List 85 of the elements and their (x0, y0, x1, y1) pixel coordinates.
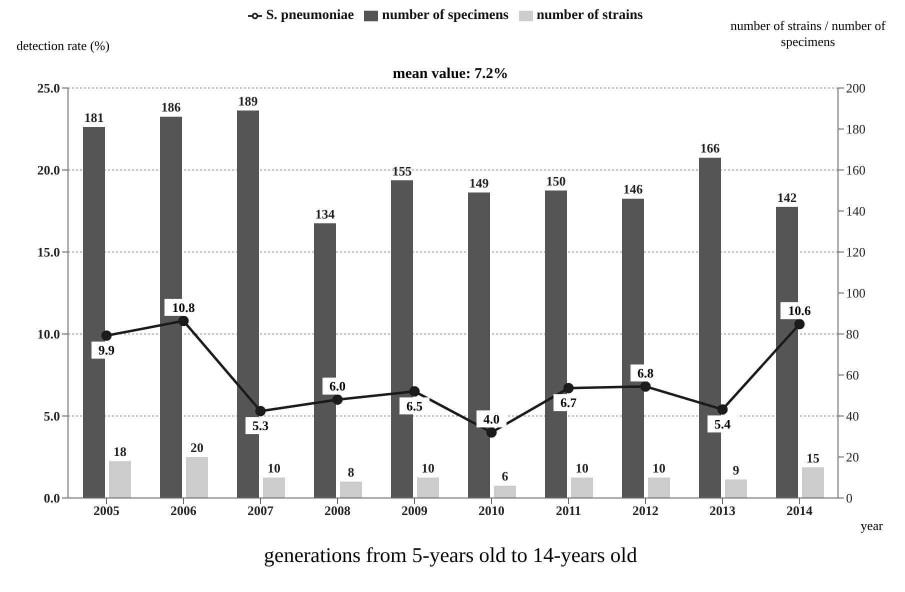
data-label: 6.8 (637, 365, 654, 380)
y2-tick-label: 160 (846, 162, 866, 178)
y2-tick-label: 60 (846, 368, 859, 383)
data-label: 6.5 (406, 398, 424, 414)
legend-label: number of specimens (382, 8, 509, 23)
y-tick-label: 25.0 (37, 80, 60, 96)
point (563, 382, 574, 394)
point (717, 404, 728, 415)
y2-tick-label: 0 (846, 490, 852, 506)
data-label: 10.6 (788, 303, 812, 318)
data-label: 134 (315, 206, 336, 222)
y2-tick-label: 120 (846, 244, 866, 260)
data-label: 146 (623, 182, 644, 197)
data-label: 10 (268, 460, 280, 476)
data-label: 4.0 (483, 411, 500, 426)
legend-label: S. pneumoniae (266, 8, 354, 23)
x-tick-label: 2014 (786, 503, 813, 518)
point (794, 318, 805, 330)
bar (571, 478, 593, 498)
data-label: 6 (502, 468, 509, 484)
data-label: 150 (546, 174, 566, 188)
y2-tick-label: 180 (846, 122, 866, 137)
point (640, 381, 651, 392)
data-label: 181 (84, 110, 104, 125)
data-label: 186 (161, 100, 182, 115)
bar (725, 480, 747, 498)
point (255, 406, 266, 416)
data-label: 20 (190, 440, 204, 455)
y2-tick-label: 100 (846, 286, 866, 301)
y2-tick-label: 80 (846, 326, 859, 342)
bar (648, 478, 670, 498)
y2-tick-label: 200 (846, 80, 866, 96)
data-label: 10.8 (172, 300, 196, 315)
y-tick-label: 0.0 (44, 490, 60, 506)
bar (340, 482, 362, 498)
y2-axis-title: number of strains / number of specimens (730, 18, 886, 50)
point (178, 316, 189, 326)
point (332, 394, 343, 405)
x-tick-label: 2009 (402, 503, 428, 518)
y2-tick-label: 40 (846, 408, 859, 424)
y-tick-label: 10.0 (37, 326, 60, 342)
data-label: 10 (652, 460, 666, 476)
data-label: 166 (700, 140, 720, 156)
data-label: 10 (422, 460, 434, 476)
bar (263, 478, 285, 498)
point (409, 386, 420, 397)
x-tick-label: 2012 (632, 503, 658, 518)
data-label: 10 (576, 460, 588, 476)
data-label: 155 (392, 163, 412, 178)
data-label: 18 (114, 444, 127, 460)
text: mean value: 7.2% (392, 66, 508, 82)
data-label: 9.9 (98, 342, 116, 358)
data-label: 6.7 (560, 395, 578, 410)
x-tick-label: 2006 (170, 503, 197, 518)
point (486, 427, 497, 438)
bar (802, 467, 824, 498)
x-tick-label: 2005 (94, 503, 120, 518)
data-label: 9 (732, 462, 740, 478)
x-axis-title: year (860, 518, 883, 534)
data-label: 15 (806, 450, 820, 466)
x-tick-label: 2013 (710, 503, 736, 518)
legend-label: number of strains (536, 8, 643, 23)
y-tick-label: 15.0 (37, 244, 60, 260)
data-label: 6.0 (329, 378, 346, 394)
data-label: 149 (469, 176, 490, 191)
text: generations from 5-years old to 14-years old (262, 543, 638, 568)
data-label: 189 (238, 94, 258, 109)
y-axis-title: detection rate (%) (15, 38, 111, 54)
data-label: 5.3 (252, 418, 270, 434)
x-tick-label: 2010 (478, 503, 504, 518)
point (101, 330, 112, 341)
bar (186, 457, 208, 498)
x-tick-label: 2007 (248, 503, 274, 518)
y2-tick-label: 140 (846, 204, 866, 219)
x-tick-label: 2011 (556, 503, 582, 518)
y-tick-label: 5.0 (44, 408, 60, 424)
bar (417, 478, 439, 498)
x-tick-label: 2008 (324, 503, 351, 518)
data-label: 8 (348, 464, 355, 480)
bar (109, 461, 131, 498)
bar (494, 486, 516, 498)
data-label: 5.4 (714, 416, 732, 432)
y-tick-label: 20.0 (37, 162, 60, 178)
data-label: 142 (777, 190, 797, 205)
y2-tick-label: 20 (846, 450, 859, 465)
